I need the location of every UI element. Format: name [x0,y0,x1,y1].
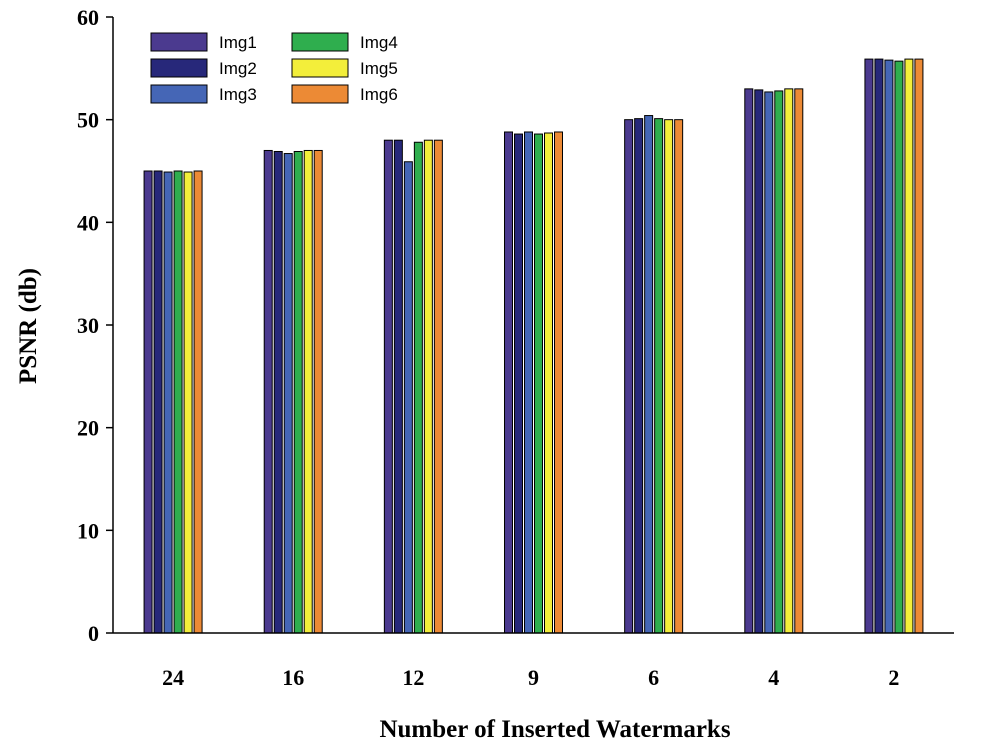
bar-img5-9 [544,132,553,634]
bar-img4-9 [534,133,543,634]
bar-img5-2 [904,58,914,634]
bar-img2-6 [634,118,644,634]
bar-img6-4 [794,88,804,634]
bar-img5-12 [423,139,433,634]
x-tick-label-2: 2 [888,665,899,690]
bar-img5-24 [183,171,193,634]
bar-img1-12 [383,139,393,634]
bar-img6-12 [433,139,443,634]
bar-img6-6 [674,119,684,634]
bar-img3-24 [163,171,173,634]
bar-img1-4 [744,88,754,634]
y-tick-label-60: 60 [77,5,99,30]
ticks-layer: 0 10 20 30 40 50 60 24 16 12 9 6 4 2 [77,5,899,690]
legend-label-img5: Img5 [360,59,398,78]
x-tick-label-9: 9 [528,665,539,690]
bar-img3-2 [884,59,894,634]
bar-img4-2 [894,60,904,634]
bar-img2-2 [874,58,884,634]
bar-img1-24 [143,170,153,634]
bar-img1-16 [263,149,273,634]
y-tick-label-50: 50 [77,108,99,133]
bar-img6-9 [554,131,563,634]
bar-img4-6 [654,118,664,634]
x-tick-label-16: 16 [282,665,304,690]
bar-img3-16 [283,153,293,634]
x-tick-label-24: 24 [162,665,184,690]
bar-img2-16 [273,150,283,634]
x-tick-label-4: 4 [768,665,779,690]
y-tick-label-10: 10 [77,518,99,543]
bar-img2-9 [514,133,523,634]
bar-img4-4 [774,90,784,634]
bar-img1-2 [864,58,874,634]
legend-label-img1: Img1 [219,33,257,52]
bar-img2-4 [754,89,764,634]
y-tick-label-40: 40 [77,210,99,235]
legend-label-img3: Img3 [219,85,257,104]
y-tick-label-20: 20 [77,416,99,441]
legend-swatch-img5 [291,58,349,78]
bar-img3-9 [524,131,533,634]
legend-swatch-img4 [291,32,349,52]
legend-swatch-img3 [150,84,208,104]
bar-img4-24 [173,170,183,634]
legend: Img1 Img2 Img3 Img4 Img5 Img6 [150,32,398,104]
bar-img6-24 [193,170,203,634]
bar-img3-12 [403,161,413,634]
bar-img5-4 [784,88,794,634]
bar-img1-9 [504,131,513,634]
y-axis-title: PSNR (db) [15,268,42,384]
y-tick-label-0: 0 [88,621,99,646]
bar-img3-6 [644,115,654,634]
bar-img6-16 [313,149,323,634]
legend-label-img2: Img2 [219,59,257,78]
x-tick-label-6: 6 [648,665,659,690]
bar-img4-12 [413,141,423,634]
bar-img5-6 [664,119,674,634]
bar-img1-6 [624,119,634,634]
bar-img2-12 [393,139,403,634]
legend-swatch-img6 [291,84,349,104]
axes-layer [112,17,954,634]
bar-img4-16 [293,150,303,634]
x-tick-label-12: 12 [402,665,424,690]
bar-img2-24 [153,170,163,634]
bar-img6-2 [914,58,924,634]
legend-label-img4: Img4 [360,33,398,52]
legend-swatch-img1 [150,32,208,52]
y-tick-label-30: 30 [77,313,99,338]
legend-label-img6: Img6 [360,85,398,104]
bars-layer [143,58,924,634]
bar-img5-16 [303,149,313,634]
x-axis-title: Number of Inserted Watermarks [379,716,730,743]
bar-img3-4 [764,91,774,634]
legend-swatch-img2 [150,58,208,78]
